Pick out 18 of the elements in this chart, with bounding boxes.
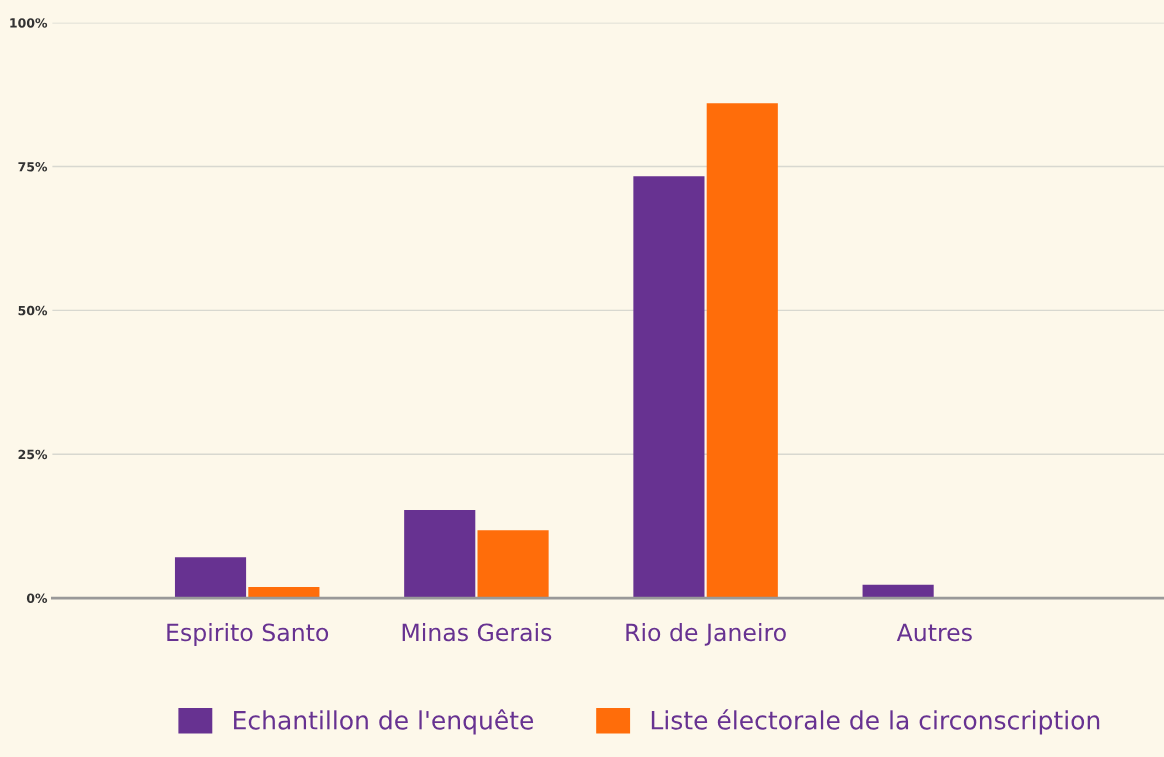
bar: [248, 587, 320, 599]
legend-label: Echantillon de l'enquête: [234, 709, 534, 735]
bar: [633, 176, 705, 599]
y-tick-label: 75%: [18, 162, 48, 172]
x-tick-label: Espirito Santo: [167, 623, 329, 646]
bar: [477, 530, 549, 599]
legend-label: Liste électorale de la circonscription: [651, 709, 1100, 735]
x-tick-label: Minas Gerais: [402, 623, 552, 642]
bar: [862, 584, 934, 599]
y-tick-label: 50%: [18, 305, 48, 316]
bar: [174, 557, 247, 599]
y-tick-label: 25%: [18, 449, 48, 460]
x-tick-label: Autres: [896, 623, 972, 642]
bar: [706, 103, 778, 599]
y-tick-label: 100%: [10, 18, 48, 28]
x-tick-label: Rio de Janeiro: [626, 623, 786, 646]
y-tick-label: 0%: [26, 593, 48, 603]
bar: [404, 510, 476, 599]
